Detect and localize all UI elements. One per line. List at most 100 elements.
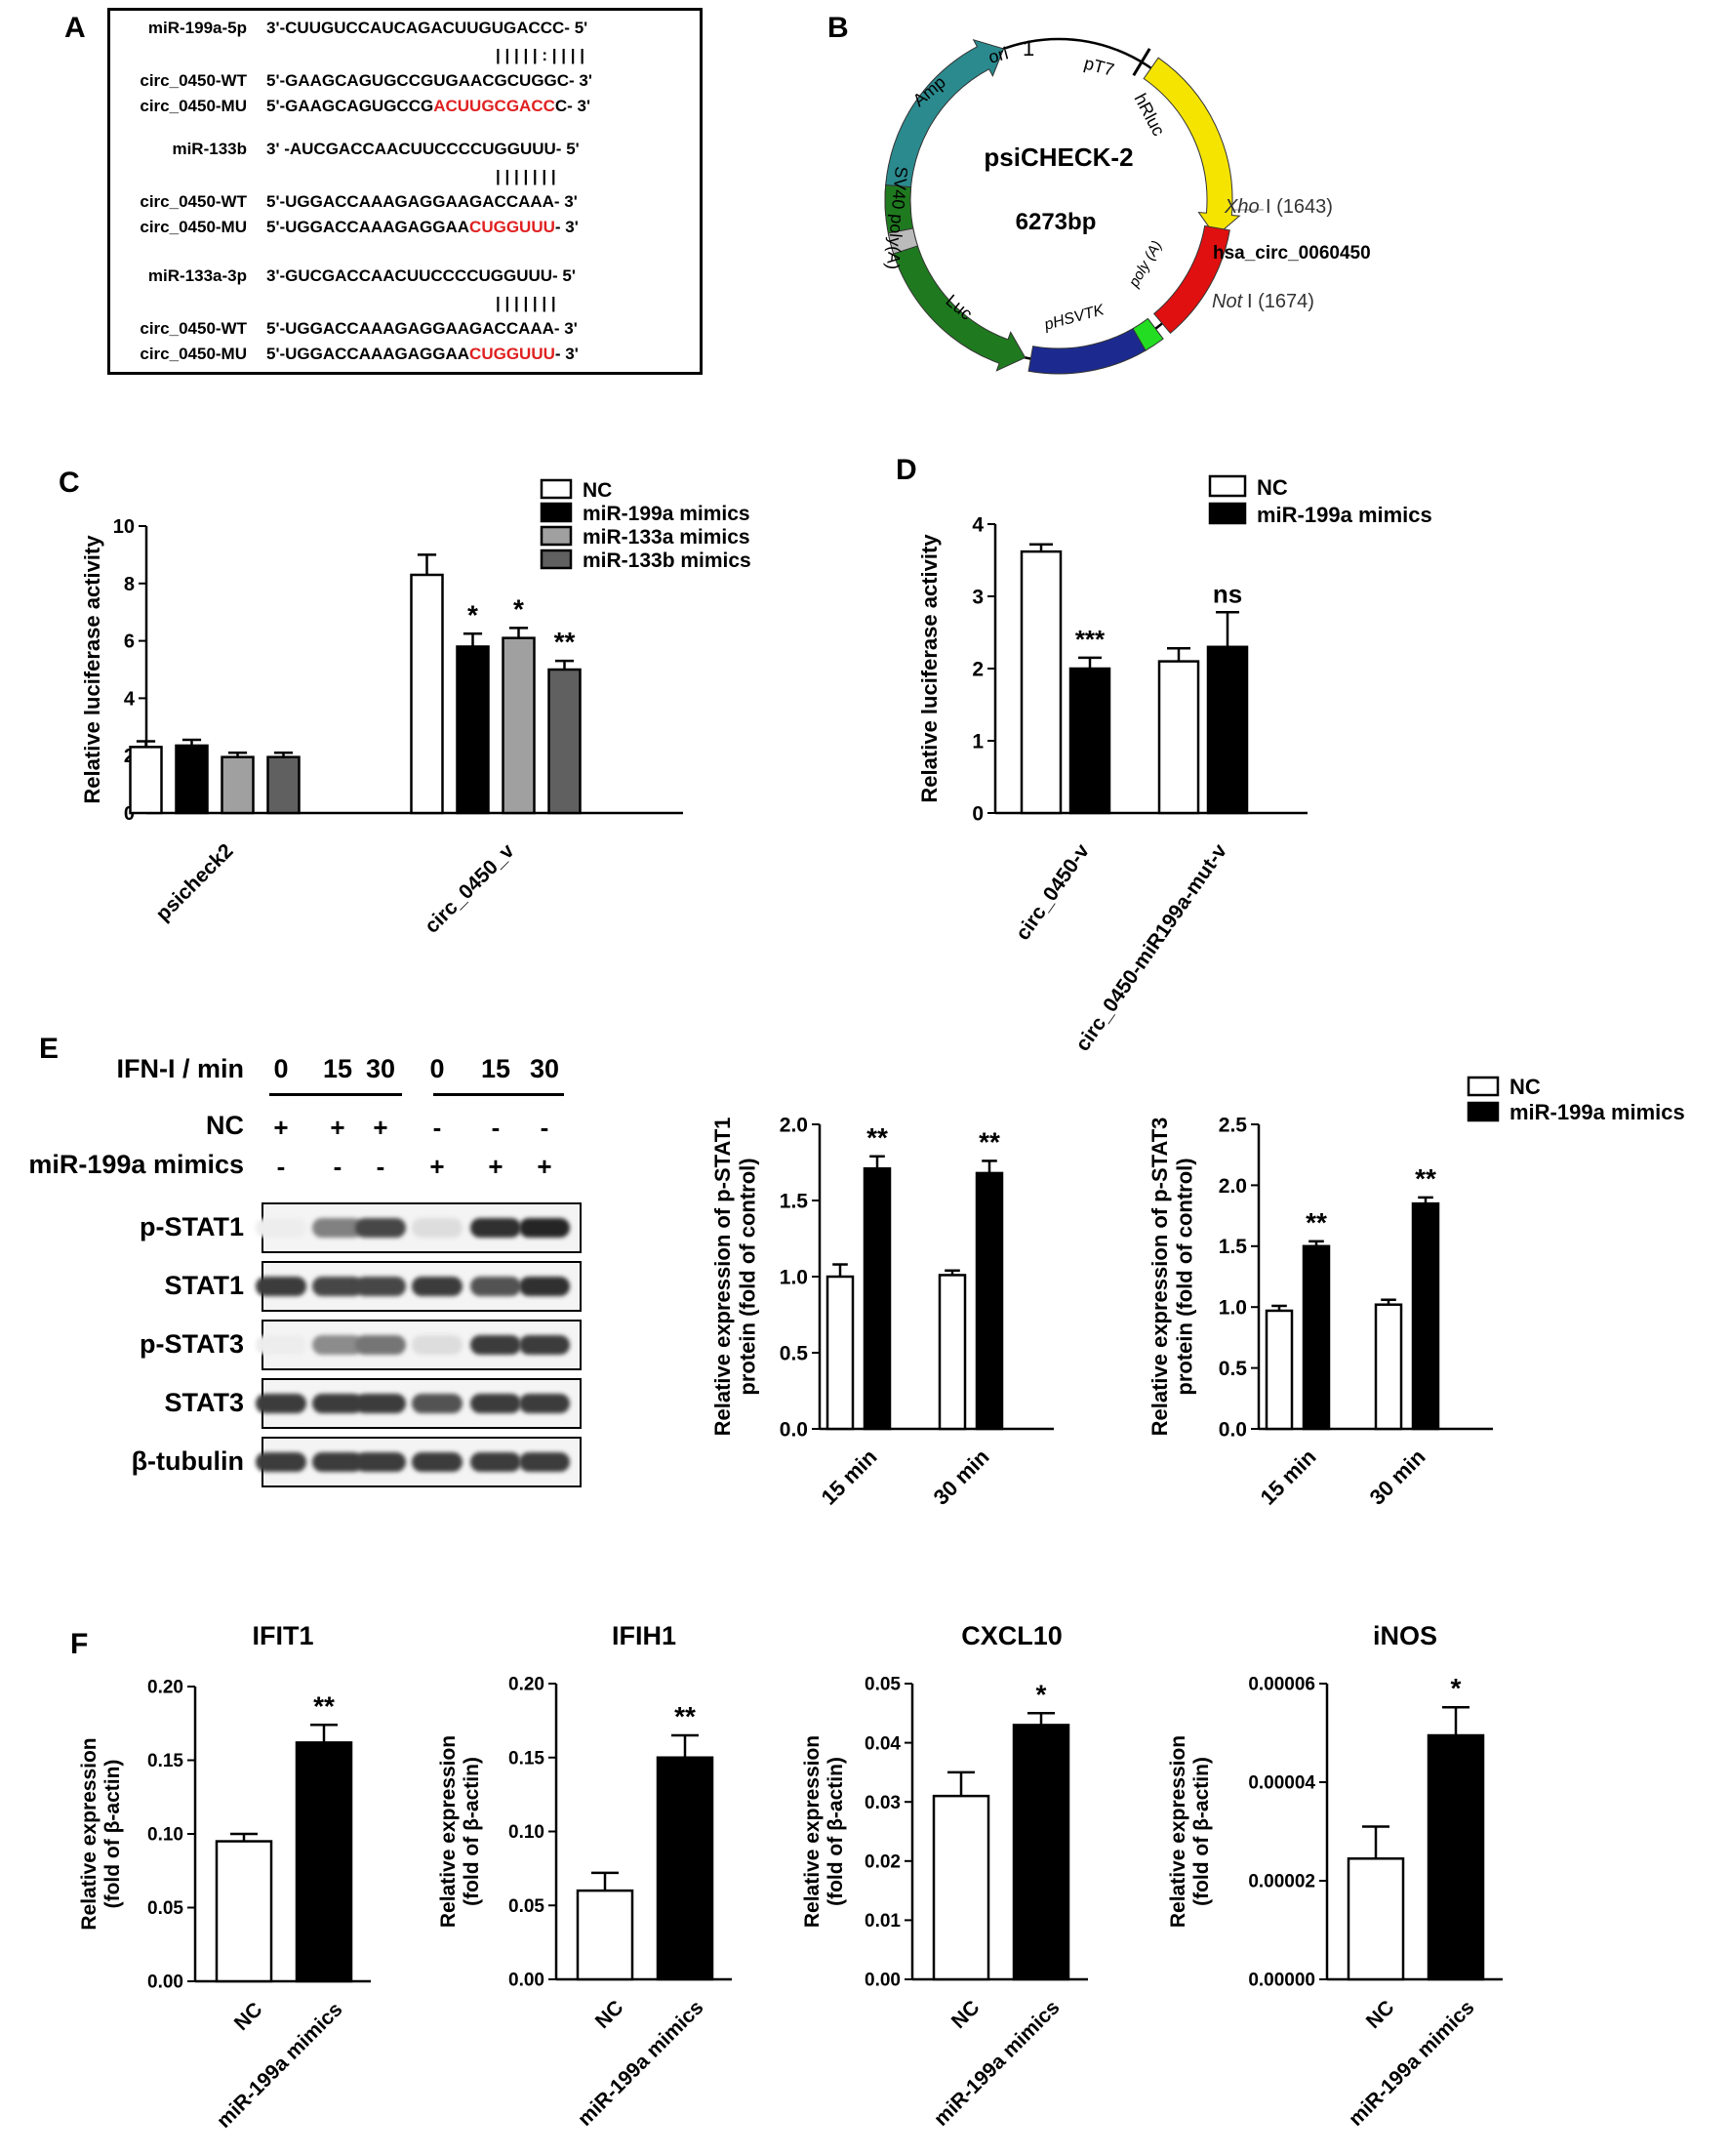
legend-swatch <box>1467 1101 1500 1122</box>
y-tick-label: 0.05 <box>147 1898 183 1919</box>
significance-label: ** <box>313 1690 335 1721</box>
y-axis-title: Relative expression of p-STAT3protein (f… <box>1147 1118 1196 1437</box>
x-category-label: NC <box>947 1996 985 2033</box>
significance-label: ns <box>1213 579 1242 608</box>
blot-band <box>312 1335 363 1355</box>
blot-band <box>470 1394 521 1413</box>
blot-band <box>355 1452 406 1472</box>
y-tick-label: 0.01 <box>865 1911 901 1932</box>
blot-band <box>355 1277 406 1296</box>
significance-label: * <box>1036 1679 1047 1709</box>
blot-row-label: STAT1 <box>164 1271 244 1300</box>
mutated-bases: CUGGUUU <box>469 345 555 363</box>
seq-text: 5'-UGGACCAAAGAGGAAGACCAAA- 3' <box>266 192 578 211</box>
bar <box>175 744 209 815</box>
blot-band <box>412 1452 463 1472</box>
x-category-label: psicheck2 <box>151 839 237 925</box>
chart-f-cxcl10: 0.00 0.01 0.02 0.03 0.04 0.05 Relative express… <box>801 1621 1088 2131</box>
y-axis-title-line: Relative expression <box>1167 1735 1189 1928</box>
blot-band <box>355 1394 406 1413</box>
y-axis-title-line: Relative expression <box>801 1735 824 1928</box>
blot-band <box>256 1452 306 1472</box>
treatment-sign: - <box>376 1152 385 1181</box>
y-tick-label: 2.0 <box>1219 1175 1247 1198</box>
seq-tail: - 3' <box>554 345 579 363</box>
blot-row-label: STAT3 <box>164 1388 244 1417</box>
seq-row-label: miR-133a-3p <box>147 266 247 285</box>
significance-label: * <box>467 599 478 630</box>
bar <box>825 1275 855 1431</box>
blot-band <box>412 1335 463 1355</box>
blot-band <box>312 1218 363 1238</box>
y-tick-label: 0.0 <box>1219 1418 1247 1441</box>
bar <box>932 1794 990 1981</box>
mutated-bases: CUGGUUU <box>469 218 555 236</box>
seq-row-label: circ_0450-MU <box>140 97 247 115</box>
legend-label: NC <box>583 479 612 502</box>
y-tick-label: 0 <box>972 802 984 825</box>
pairing-marks: | | | | | : | | | | <box>496 46 584 65</box>
label-not: Not <box>1212 291 1244 312</box>
blot-band <box>256 1335 306 1355</box>
blot-row-label: β-tubulin <box>131 1446 244 1476</box>
seq-text: 5'-GAAGCAGUGCCGUGAACGCUGGC- 3' <box>266 71 592 90</box>
legend-label: miR-199a mimics <box>1257 503 1432 527</box>
seq-tail: - 3' <box>554 218 579 236</box>
y-tick-label: 2 <box>972 658 984 680</box>
pairing-marks: | | | | | | | <box>496 294 556 313</box>
insert-segment <box>1152 224 1230 335</box>
time-label: 0 <box>429 1054 445 1083</box>
y-tick-label: 0.5 <box>1219 1358 1248 1380</box>
bar <box>1068 667 1111 815</box>
seq-text: | | | | | : | | | | <box>496 46 584 64</box>
mimic-row-label: miR-199a mimics <box>28 1150 244 1179</box>
y-tick-label: 0.15 <box>147 1751 183 1771</box>
y-tick-label: 0.00006 <box>1248 1675 1315 1695</box>
y-tick-label: 0.0 <box>780 1418 808 1441</box>
bar <box>1302 1244 1331 1431</box>
y-tick-label: 0.5 <box>780 1342 809 1364</box>
x-category-label: circ_0450_v <box>421 839 519 937</box>
plasmid-map: psiCHECK-2 6273bp ori 1 pT7 hRluc Amp SV… <box>883 36 1371 375</box>
seq-row-sequence: 5'-UGGACCAAAGAGGAAGACCAAA- 3' <box>266 192 578 212</box>
time-label: 30 <box>365 1054 396 1083</box>
blot-band <box>519 1335 570 1355</box>
seq-row-sequence: 5'-GAAGCAGUGCCGUGAACGCUGGC- 3' <box>266 71 592 91</box>
x-category-label: 30 min <box>929 1444 994 1510</box>
blot-band <box>256 1394 306 1413</box>
treatment-sign: - <box>432 1113 442 1142</box>
y-tick-label: 0.10 <box>508 1822 544 1843</box>
y-tick-label: 0.02 <box>865 1851 901 1872</box>
blot-band <box>355 1218 406 1238</box>
bar <box>1157 660 1200 815</box>
label-insert: hsa_circ_0060450 <box>1213 243 1371 264</box>
seq-row-label: circ_0450-MU <box>140 345 247 363</box>
treatment-sign: + <box>488 1152 503 1181</box>
label-not-pos: I (1674) <box>1247 291 1314 312</box>
seq-row-label: circ_0450-MU <box>140 218 247 236</box>
y-axis-title: Relative luciferase activity <box>80 535 104 804</box>
y-tick-label: 1.0 <box>780 1266 808 1288</box>
bar <box>410 573 444 815</box>
bar <box>1265 1309 1294 1431</box>
sv40-box <box>887 227 919 255</box>
blot-band <box>412 1277 463 1296</box>
blot-band <box>256 1277 306 1296</box>
panel-letter-e: E <box>39 1033 60 1065</box>
blot-band <box>412 1394 463 1413</box>
bar <box>221 755 255 815</box>
chart-f-inos: 0.00000 0.00002 0.00004 0.00006 Relative exp… <box>1167 1621 1503 2131</box>
y-axis-title: Relative expression of p-STAT1protein (f… <box>710 1118 759 1437</box>
y-tick-label: 0.20 <box>508 1675 544 1695</box>
pairing-marks: | | | | | | | <box>496 167 556 186</box>
chart-d: 0 1 2 3 4 Relative luciferase activity *** circ… <box>917 474 1432 1055</box>
luc-segment <box>884 183 1027 372</box>
y-axis-title-line: Relative expression of p-STAT3 <box>1147 1118 1172 1437</box>
y-tick-label: 1.0 <box>1219 1297 1247 1320</box>
y-axis-title: Relative luciferase activity <box>917 534 942 803</box>
treatment-sign: - <box>491 1113 501 1142</box>
legend-swatch <box>540 478 573 500</box>
chart-c: 0246810Relative luciferase activitypsich… <box>80 478 751 937</box>
phsvtk-segment <box>1027 327 1147 375</box>
bar <box>1020 549 1063 815</box>
